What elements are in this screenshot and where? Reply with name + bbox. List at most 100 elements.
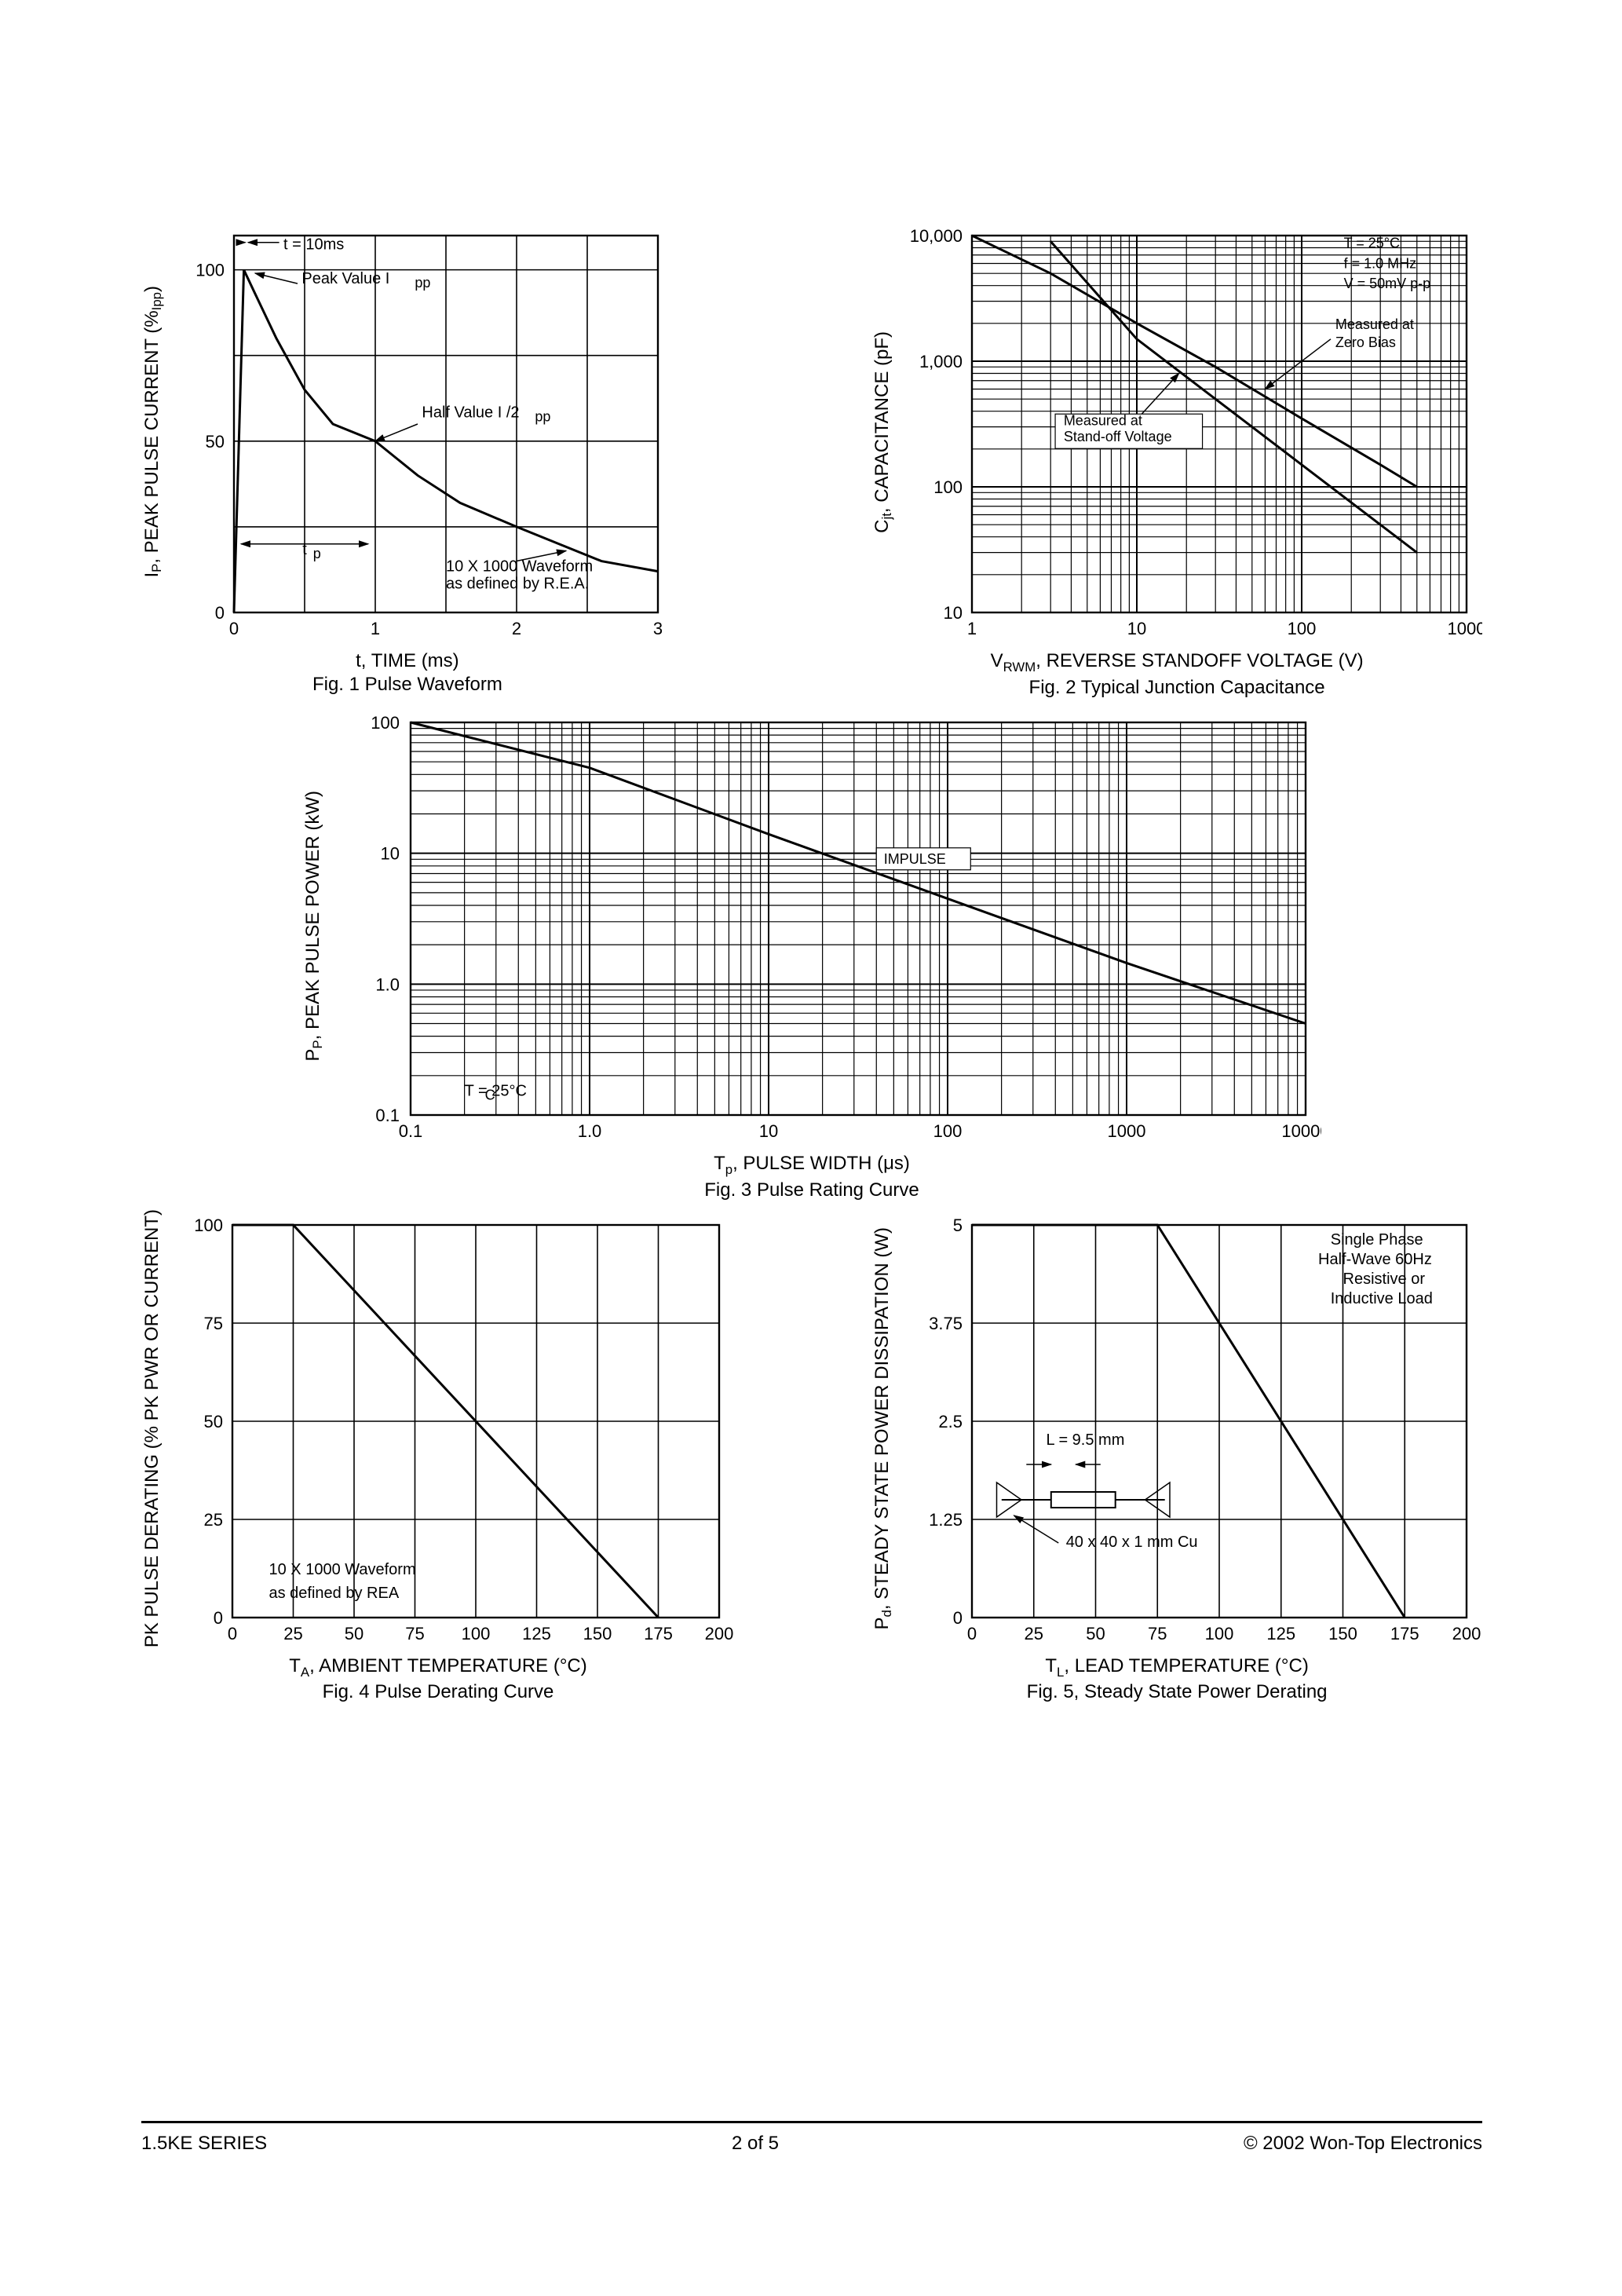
fig3-ylabel: PP, PEAK PULSE POWER (kW) [302, 791, 326, 1062]
svg-text:175: 175 [644, 1624, 673, 1643]
svg-text:Resistive or: Resistive or [1343, 1270, 1426, 1288]
svg-text:175: 175 [1390, 1624, 1419, 1643]
svg-text:10: 10 [759, 1121, 778, 1141]
fig1-ylabel: IP, PEAK PULSE CURRENT (%Ipp) [141, 286, 165, 578]
fig2-ylabel: Cjt, CAPACITANCE (pF) [871, 331, 895, 533]
svg-text:1.0: 1.0 [578, 1121, 602, 1141]
svg-text:t = 10ms: t = 10ms [283, 236, 344, 253]
svg-text:1000: 1000 [1107, 1121, 1145, 1141]
svg-text:100: 100 [462, 1624, 491, 1643]
svg-text:10: 10 [1127, 619, 1146, 638]
svg-text:100: 100 [1288, 619, 1317, 638]
svg-text:0: 0 [214, 1608, 223, 1628]
svg-text:125: 125 [1266, 1624, 1295, 1643]
svg-text:75: 75 [1148, 1624, 1167, 1643]
svg-text:10: 10 [380, 843, 399, 863]
fig4-ylabel: PK PULSE DERATING (% PK PWR OR CURRENT) [141, 1209, 163, 1647]
svg-text:5: 5 [953, 1216, 963, 1235]
svg-text:Zero Bias: Zero Bias [1335, 335, 1396, 350]
fig1-xlabel: t, TIME (ms) [356, 650, 459, 672]
svg-text:25: 25 [1025, 1624, 1043, 1643]
svg-text:t: t [302, 541, 307, 558]
svg-text:2: 2 [512, 619, 521, 638]
fig1-caption: Fig. 1 Pulse Waveform [312, 674, 502, 696]
fig1-pulse-waveform: IP, PEAK PULSE CURRENT (%Ipp) 0123050100… [141, 220, 674, 699]
svg-text:0: 0 [967, 1624, 977, 1643]
svg-text:Single Phase: Single Phase [1331, 1231, 1423, 1249]
fig2-xlabel: VRWM, REVERSE STANDOFF VOLTAGE (V) [991, 650, 1364, 675]
svg-text:f = 1.0 MHz: f = 1.0 MHz [1344, 256, 1417, 272]
footer-page: 2 of 5 [732, 2133, 779, 2155]
svg-text:50: 50 [205, 432, 224, 452]
svg-text:Half Value I /2: Half Value I /2 [422, 404, 519, 421]
svg-text:pp: pp [415, 275, 430, 291]
fig5-xlabel: TL, LEAD TEMPERATURE (°C) [1045, 1655, 1308, 1680]
svg-text:p: p [313, 546, 321, 561]
fig4-pulse-derating: PK PULSE DERATING (% PK PWR OR CURRENT) … [141, 1209, 735, 1704]
svg-text:200: 200 [1452, 1624, 1481, 1643]
svg-text:10: 10 [944, 603, 963, 623]
svg-text:Measured at: Measured at [1064, 412, 1142, 428]
svg-text:100: 100 [194, 1216, 223, 1235]
svg-text:C: C [485, 1087, 495, 1102]
svg-text:pp: pp [535, 408, 550, 424]
svg-text:100: 100 [371, 713, 400, 733]
svg-text:150: 150 [583, 1624, 612, 1643]
svg-text:75: 75 [204, 1314, 223, 1333]
page-footer: 1.5KE SERIES 2 of 5 © 2002 Won-Top Elect… [141, 2121, 1482, 2155]
svg-text:1,000: 1,000 [919, 352, 963, 371]
footer-copyright: © 2002 Won-Top Electronics [1244, 2133, 1482, 2155]
svg-text:as defined by REA: as defined by REA [269, 1585, 400, 1602]
svg-text:as defined by R.E.A.: as defined by R.E.A. [446, 575, 589, 592]
svg-text:0: 0 [229, 619, 239, 638]
svg-text:10 X 1000 Waveform: 10 X 1000 Waveform [446, 558, 593, 576]
svg-text:1: 1 [371, 619, 380, 638]
fig5-ylabel: Pd, STEADY STATE POWER DISSIPATION (W) [871, 1227, 895, 1630]
svg-text:200: 200 [705, 1624, 734, 1643]
svg-text:1.25: 1.25 [929, 1510, 963, 1530]
fig2-junction-capacitance: Cjt, CAPACITANCE (pF) 1101001000101001,0… [871, 220, 1482, 699]
svg-text:T = 25°C: T = 25°C [1344, 236, 1400, 251]
fig4-xlabel: TA, AMBIENT TEMPERATURE (°C) [289, 1655, 587, 1680]
svg-text:3.75: 3.75 [929, 1314, 963, 1333]
fig3-xlabel: Tp, PULSE WIDTH (μs) [714, 1153, 910, 1178]
svg-text:0: 0 [228, 1624, 237, 1643]
svg-text:50: 50 [1086, 1624, 1105, 1643]
svg-text:0: 0 [215, 603, 225, 623]
svg-text:1: 1 [967, 619, 977, 638]
fig1-plot: 0123050100t = 10msPeak Value IppHalf Val… [171, 220, 674, 644]
svg-text:Stand-off Voltage: Stand-off Voltage [1064, 429, 1172, 444]
svg-text:1.0: 1.0 [375, 974, 400, 994]
svg-text:100: 100 [933, 477, 963, 497]
fig4-plot: 0255075100125150175200025507510010 X 100… [170, 1209, 735, 1649]
fig2-plot: 1101001000101001,00010,000T = 25°Cf = 1.… [901, 220, 1482, 644]
fig5-caption: Fig. 5, Steady State Power Derating [1027, 1681, 1328, 1703]
fig5-steady-state-derating: Pd, STEADY STATE POWER DISSIPATION (W) 0… [871, 1209, 1482, 1704]
svg-text:T = 25°C: T = 25°C [465, 1082, 527, 1099]
fig3-caption: Fig. 3 Pulse Rating Curve [704, 1179, 919, 1201]
svg-text:150: 150 [1328, 1624, 1357, 1643]
svg-text:3: 3 [653, 619, 663, 638]
svg-text:L = 9.5 mm: L = 9.5 mm [1047, 1431, 1125, 1449]
footer-series: 1.5KE SERIES [141, 2133, 267, 2155]
svg-text:V = 50mV p-p: V = 50mV p-p [1344, 276, 1431, 291]
fig5-plot: 025507510012515017520001.252.53.755Singl… [901, 1209, 1482, 1649]
svg-text:40 x 40 x 1 mm Cu: 40 x 40 x 1 mm Cu [1066, 1534, 1198, 1551]
svg-text:100: 100 [1205, 1624, 1234, 1643]
fig4-caption: Fig. 4 Pulse Derating Curve [323, 1681, 554, 1703]
fig2-caption: Fig. 2 Typical Junction Capacitance [1029, 677, 1325, 699]
svg-text:10,000: 10,000 [910, 226, 963, 246]
svg-text:100: 100 [933, 1121, 963, 1141]
svg-text:0: 0 [953, 1608, 963, 1628]
svg-text:10 X 1000 Waveform: 10 X 1000 Waveform [269, 1561, 416, 1578]
svg-text:10000: 10000 [1281, 1121, 1321, 1141]
svg-text:50: 50 [204, 1412, 223, 1431]
svg-text:75: 75 [405, 1624, 424, 1643]
fig3-pulse-rating: PP, PEAK PULSE POWER (kW) 0.11.010100100… [302, 707, 1321, 1201]
fig3-plot: 0.11.0101001000100000.11.010100IMPULSET … [332, 707, 1321, 1146]
svg-text:0.1: 0.1 [375, 1106, 400, 1125]
svg-text:Half-Wave 60Hz: Half-Wave 60Hz [1318, 1251, 1432, 1268]
svg-text:25: 25 [283, 1624, 302, 1643]
svg-text:Inductive Load: Inductive Load [1331, 1290, 1433, 1307]
svg-text:0.1: 0.1 [399, 1121, 423, 1141]
